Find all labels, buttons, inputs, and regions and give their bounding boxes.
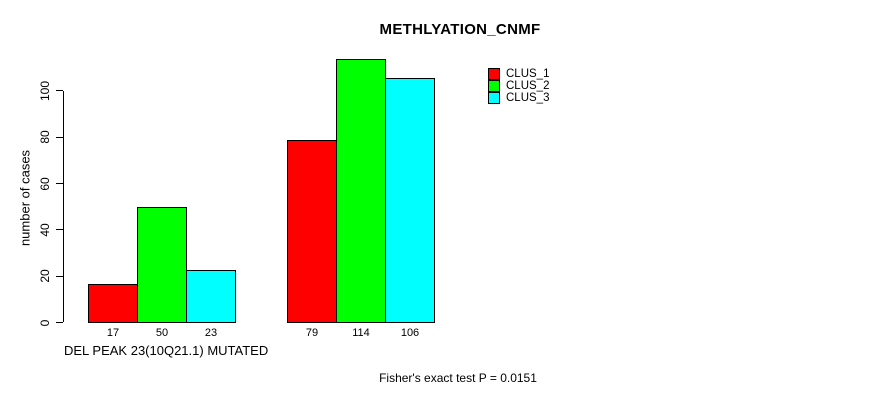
bar-clus_1-group2: [287, 139, 337, 323]
y-axis-tick: [56, 229, 63, 231]
bar-value-label: 114: [352, 327, 370, 339]
legend-item-clus_3: CLUS_3: [488, 92, 549, 104]
bar-value-label: 23: [204, 327, 218, 339]
y-axis-tick: [56, 183, 63, 185]
y-axis-tick-label: 80: [38, 130, 52, 144]
bar-value-label: 17: [106, 327, 120, 339]
legend-item-label: CLUS_3: [506, 92, 550, 104]
bar-clus_2-group1: [137, 206, 187, 323]
bar-value-label: 50: [155, 327, 169, 339]
chart-title: METHLYATION_CNMF: [379, 21, 541, 38]
bar-clus_3-group1: [186, 269, 236, 323]
legend-item-label: CLUS_2: [506, 80, 550, 92]
y-axis-tick-label: 0: [38, 319, 52, 326]
y-axis-tick-label: 40: [38, 223, 52, 237]
x-axis-label: DEL PEAK 23(10Q21.1) MUTATED: [64, 343, 269, 358]
footnote-text: Fisher's exact test P = 0.0151: [379, 371, 537, 385]
y-axis-line: [63, 90, 64, 323]
bar-value-label: 79: [305, 327, 319, 339]
bar-value-label: 106: [400, 327, 420, 339]
legend-item-clus_2: CLUS_2: [488, 80, 549, 92]
y-axis-tick: [56, 322, 63, 323]
legend-swatch-icon: [488, 68, 500, 80]
y-axis-tick: [56, 90, 63, 92]
y-axis-tick: [56, 275, 63, 277]
bar-clus_2-group2: [336, 58, 386, 323]
y-axis-tick-label: 60: [38, 176, 52, 191]
legend-swatch-icon: [488, 92, 500, 104]
y-axis-tick-label: 20: [38, 269, 52, 283]
legend-item-clus_1: CLUS_1: [488, 68, 549, 80]
y-axis-tick: [56, 136, 63, 138]
legend-item-label: CLUS_1: [506, 68, 550, 80]
bar-clus_3-group2: [385, 77, 435, 323]
bar-clus_1-group1: [88, 283, 138, 323]
y-axis-label: number of cases: [17, 149, 33, 247]
legend-swatch-icon: [488, 80, 500, 92]
y-axis-tick-label: 100: [38, 80, 52, 101]
